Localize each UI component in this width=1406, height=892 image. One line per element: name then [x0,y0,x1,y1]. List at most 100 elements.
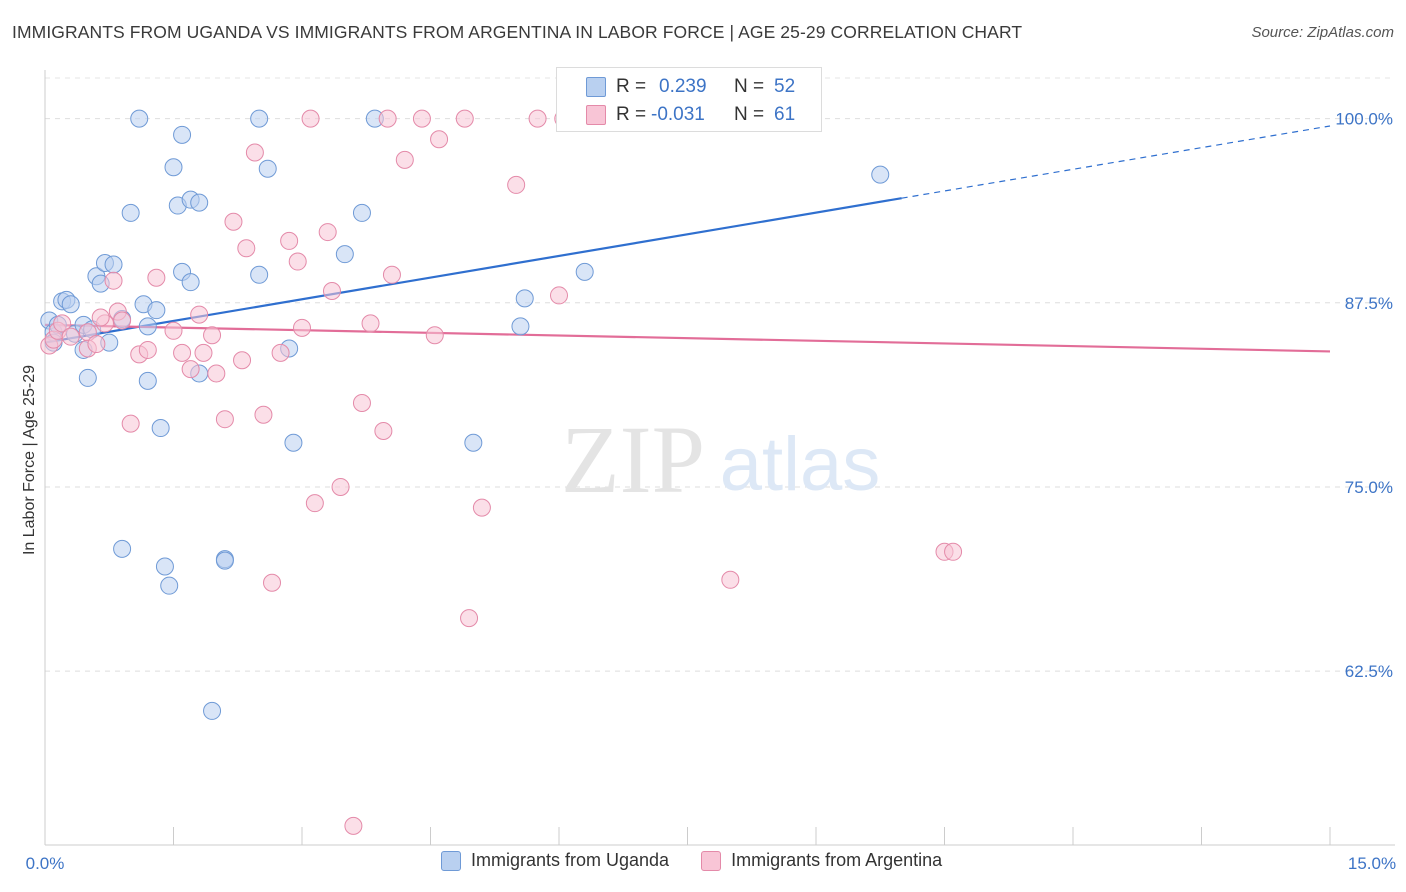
data-point-uganda [258,159,277,178]
data-point-uganda [215,551,234,570]
data-point-uganda [203,701,222,720]
data-point-argentina [318,223,337,242]
data-point-argentina [87,335,106,354]
data-point-argentina [190,305,209,324]
stats-n-label: N = [734,104,765,125]
data-point-uganda [138,317,157,336]
x-tick-label: 15.0% [1348,854,1396,873]
data-point-argentina [104,271,123,290]
data-point-argentina [378,109,397,128]
data-point-uganda [151,419,170,438]
data-point-uganda [284,433,303,452]
data-point-uganda [147,301,166,320]
legend-item-argentina[interactable]: Immigrants from Argentina [701,850,942,871]
watermark: ZIP atlas [561,406,880,513]
data-point-uganda [511,317,530,336]
stats-row-argentina: R = -0.031 N = 61 [557,101,821,129]
data-point-argentina [472,498,491,517]
data-points [40,109,963,835]
legend-swatch-uganda [441,850,461,871]
data-point-argentina [254,405,273,424]
data-point-argentina [194,343,213,362]
trendline-argentina [44,323,1331,353]
data-point-argentina [207,364,226,383]
data-point-argentina [245,143,264,162]
data-point-uganda [352,203,371,222]
trendline-uganda [44,197,902,344]
stats-n-uganda: 52 [774,76,796,97]
data-point-argentina [301,109,320,128]
legend-item-uganda[interactable]: Immigrants from Uganda [441,850,669,871]
stats-box: R = 0.239 N = 52 R = -0.031 N = 61 [556,67,822,132]
data-point-argentina [460,609,479,628]
data-point-argentina [455,109,474,128]
data-point-argentina [121,414,140,433]
data-point-uganda [164,158,183,177]
data-point-uganda [575,262,594,281]
data-point-uganda [78,368,97,387]
data-point-argentina [263,573,282,592]
data-point-argentina [425,326,444,345]
chart-title: IMMIGRANTS FROM UGANDA VS IMMIGRANTS FRO… [12,22,1023,42]
watermark-zip: ZIP [561,406,705,513]
data-point-uganda [250,265,269,284]
data-point-uganda [61,295,80,314]
data-point-uganda [335,245,354,264]
data-point-uganda [104,255,123,274]
data-point-argentina [361,314,380,333]
data-point-uganda [173,125,192,144]
legend-label-argentina: Immigrants from Argentina [731,850,943,870]
y-tick-label: 75.0% [1345,478,1393,497]
data-point-argentina [113,311,132,330]
data-point-uganda [160,576,179,595]
data-point-argentina [550,286,568,305]
data-point-uganda [138,371,157,390]
data-point-uganda [515,289,534,308]
data-point-argentina [395,150,414,169]
data-point-argentina [288,252,307,271]
data-point-argentina [382,265,401,284]
stats-r-uganda: 0.239 [659,76,707,97]
legend: Immigrants from Uganda Immigrants from A… [441,850,942,871]
data-point-argentina [944,542,963,561]
data-point-argentina [412,109,431,128]
data-point-argentina [528,109,547,128]
axes [44,70,1395,846]
data-point-uganda [871,165,890,184]
data-point-uganda [250,109,269,128]
data-point-uganda [121,203,140,222]
stats-swatch-argentina [586,105,606,125]
data-point-argentina [203,326,222,345]
data-point-uganda [130,109,149,128]
data-point-argentina [164,321,183,340]
trend-lines [44,125,1331,353]
y-tick-label: 87.5% [1345,294,1393,313]
data-point-argentina [181,360,200,379]
tick-labels: 100.0% 87.5% 75.0% 62.5% 0.0% 15.0% [26,110,1396,873]
x-tick-label: 0.0% [26,854,65,873]
data-point-argentina [293,318,311,337]
data-point-argentina [430,130,449,149]
data-point-argentina [147,268,166,287]
data-point-argentina [53,314,72,333]
data-point-argentina [233,351,252,370]
data-point-argentina [721,570,740,589]
stats-r-label: R = [616,76,647,97]
data-point-uganda [464,433,483,452]
stats-row-uganda: R = 0.239 N = 52 [557,73,821,101]
source-label: Source: ZipAtlas.com [1251,24,1394,41]
watermark-atlas: atlas [720,422,881,507]
data-point-uganda [190,193,209,212]
data-point-uganda [181,273,200,292]
stats-n-label: N = [734,76,765,97]
legend-swatch-argentina [701,850,722,871]
data-point-argentina [352,393,371,412]
data-point-argentina [280,231,299,250]
data-point-argentina [138,340,157,359]
data-point-argentina [331,477,350,496]
data-point-argentina [91,308,110,327]
data-point-uganda [113,539,132,558]
grid-lines [45,77,1395,672]
stats-swatch-uganda [586,77,606,97]
